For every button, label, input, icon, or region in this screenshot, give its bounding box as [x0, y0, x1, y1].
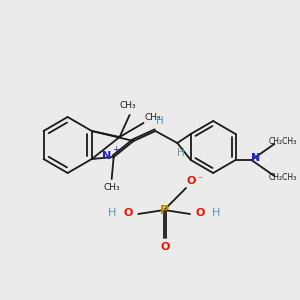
Text: N: N — [251, 153, 260, 163]
Text: N: N — [102, 151, 111, 161]
Text: O: O — [124, 208, 133, 218]
Text: CH₂CH₃: CH₂CH₃ — [268, 137, 296, 146]
Text: ⁻: ⁻ — [197, 175, 202, 185]
Text: H: H — [212, 208, 220, 218]
Text: CH₃: CH₃ — [119, 101, 136, 110]
Text: O: O — [186, 176, 196, 186]
Text: CH₃: CH₃ — [144, 113, 161, 122]
Text: H: H — [108, 208, 117, 218]
Text: H: H — [155, 116, 163, 126]
Text: O: O — [195, 208, 205, 218]
Text: H: H — [177, 148, 185, 158]
Text: CH₂CH₃: CH₂CH₃ — [268, 173, 296, 182]
Text: O: O — [160, 242, 170, 252]
Text: P: P — [160, 203, 169, 217]
Text: +: + — [112, 146, 119, 154]
Text: CH₃: CH₃ — [103, 182, 120, 191]
